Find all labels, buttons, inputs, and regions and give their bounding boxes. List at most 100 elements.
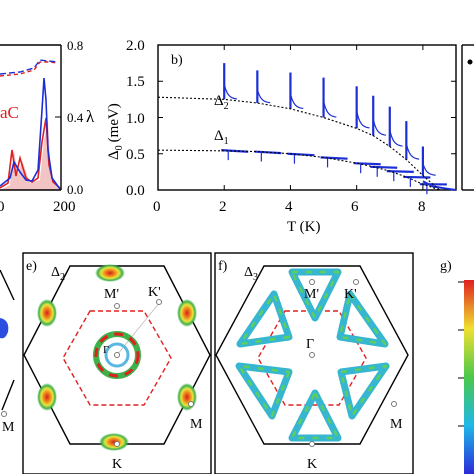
panel-e-label: e) (26, 259, 37, 274)
panel-b-low-band (320, 156, 348, 160)
panel-b-gap1-label: Δ1 (214, 128, 229, 147)
panel-b: b) 0 2 4 6 8 0.0 0.5 1.0 1.5 2.0 T (K) Δ… (106, 38, 457, 235)
panel-b-x-tick: 4 (285, 199, 293, 215)
panel-b-frame (157, 44, 457, 191)
panel-f-label-Gamma: Γ (306, 337, 314, 352)
panel-b-fit-gap1 (157, 149, 440, 191)
panel-b-ylabel-unit: (meV) (106, 103, 122, 142)
panel-f-gap-label: Δ3 (244, 265, 258, 283)
panel-e-hotspot (95, 264, 125, 282)
panel-b-tc-band (422, 180, 457, 191)
panel-b-low-band (386, 170, 414, 174)
panel-e-label-Gamma: Γ (103, 344, 109, 356)
panel-b-x-tick: 6 (351, 199, 359, 215)
panel-e-center-ring-hot (94, 332, 140, 378)
panel-f: f) Δ3 M' K' Γ M K (214, 252, 414, 474)
panel-b-y-tick: 0.0 (126, 183, 145, 199)
panel-b-y-tick: 1.5 (126, 74, 145, 90)
panel-a-right-tick: 0.0 (67, 182, 83, 197)
panel-f-label-K-prime: K' (344, 287, 357, 302)
panel-f-triangle-overlay (338, 292, 387, 346)
panel-b-x-tick: 8 (418, 199, 426, 215)
panel-b-gap1-symbol: Δ (214, 128, 224, 144)
panel-b-ylabel: Δ0 (meV) (106, 103, 125, 160)
panel-b-fit-gap2 (157, 96, 440, 191)
panel-b-peak-tail (372, 118, 387, 136)
panel-b-gap2-label: Δ2 (214, 93, 229, 112)
panel-f-label-K: K (307, 457, 317, 472)
panel-e-outer-hexagon (23, 265, 211, 445)
panel-e-hotspot (37, 299, 57, 327)
panel-b-x-tick: 2 (219, 199, 227, 215)
panel-b-gap2-sub: 2 (224, 101, 229, 112)
panel-f-frame (214, 252, 414, 474)
panel-b-gap2-symbol: Δ (214, 93, 224, 109)
panel-g: g) (440, 259, 474, 474)
panel-e-label-M-prime: M' (104, 287, 119, 302)
panel-a-lambda-blue (0, 59, 59, 75)
panel-f-outer-hexagon (215, 265, 409, 445)
panel-b-xlabel: T (K) (287, 219, 320, 235)
panel-g-label: g) (440, 259, 452, 274)
panel-a-right-label: λ (86, 107, 95, 126)
panel-e-label-M: M (190, 417, 203, 432)
panel-f-triangle (288, 389, 342, 442)
panel-b-peak-tail (223, 84, 238, 100)
panel-f-gap-symbol: Δ (244, 265, 253, 280)
panel-f-triangle-overlay (339, 364, 388, 418)
panel-e-center-core (104, 342, 130, 368)
panel-b-y-tick: 0.5 (126, 147, 145, 163)
panel-f-point-M-prime (309, 279, 315, 285)
panel-e-point-K (114, 441, 120, 447)
panel-e-frame (22, 252, 212, 474)
panel-b-y-tick: 2.0 (126, 38, 145, 54)
panel-a-right-tick: 0.8 (67, 38, 83, 53)
panel-c-fragment-dot (467, 59, 473, 65)
panel-e-gap-symbol: Δ (51, 265, 60, 280)
panel-b-low-band (287, 152, 315, 157)
panel-d-hex-edge (1, 379, 15, 411)
panel-b-ylabel-sub: 0 (114, 145, 125, 150)
panel-b-peak-tail (422, 163, 436, 176)
panel-e-inner-hexagon (62, 310, 172, 406)
panel-e-hotspot (99, 433, 129, 451)
panel-e-point-M-prime (114, 303, 120, 309)
panel-b-peak-tail (405, 143, 420, 160)
panel-f-triangle-overlay (290, 391, 340, 440)
panel-f-triangle (235, 362, 293, 420)
panel-d-blue-blob (0, 318, 9, 339)
panel-c-partial (461, 44, 474, 191)
panel-e-hotspot (177, 383, 197, 411)
panel-a-right-tick: 0.4 (67, 110, 84, 125)
panel-f-label-M: M (390, 417, 403, 432)
panel-b-peak-tail (322, 100, 337, 118)
panel-f-label: f) (218, 259, 228, 274)
panel-f-point-K (309, 441, 315, 447)
panel-f-triangle-overlay (290, 270, 340, 320)
panel-b-peak-tail (356, 110, 370, 129)
panel-e-hotspot (37, 383, 57, 411)
panel-f-label-M-prime: M' (304, 287, 319, 302)
panel-a-series-label: aC (0, 103, 19, 122)
panel-a-x-tick: 0 (0, 199, 5, 215)
panel-f-point-K-prime (353, 279, 359, 285)
panel-g-colorbar (464, 280, 474, 474)
panel-f-triangle (236, 290, 293, 348)
panel-d-point-M (1, 411, 7, 417)
panel-a-blue-curve (0, 77, 61, 190)
panel-e-label-K: K (112, 457, 122, 472)
panel-a-x-tick: 200 (53, 199, 76, 215)
panel-b-marks (221, 63, 457, 195)
panel-f-triangles (235, 268, 390, 442)
panel-b-x-tick: 0 (153, 199, 161, 215)
panel-b-ticks (157, 44, 456, 191)
panel-f-gap-sub: 3 (253, 272, 258, 283)
panel-e: e) Δ2 M' K' Γ M K (22, 252, 212, 474)
panel-b-peak-tail (389, 129, 403, 147)
panel-e-point-Gamma (114, 352, 120, 358)
panel-e-point-M (188, 401, 194, 407)
panel-b-gap1-sub: 1 (224, 136, 229, 147)
panel-e-label-K-prime: K' (148, 285, 161, 300)
panel-d-hex-edge (0, 269, 15, 301)
